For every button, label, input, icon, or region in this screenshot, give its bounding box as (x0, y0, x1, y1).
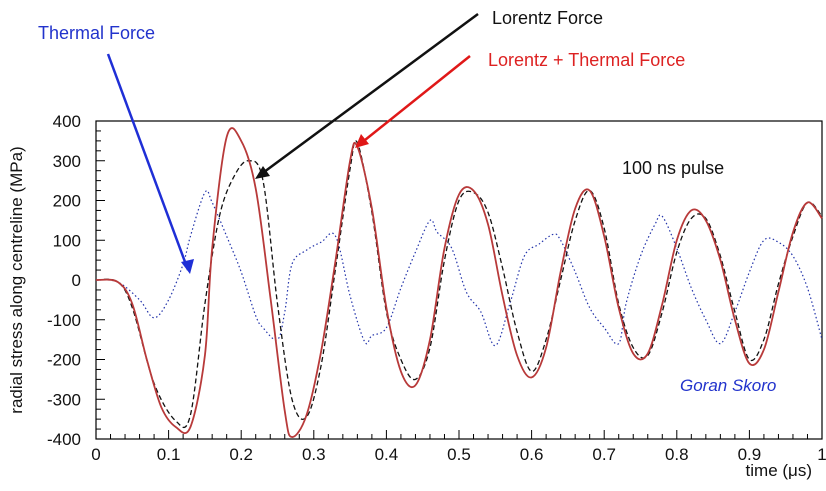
x-tick-label: 0.8 (665, 445, 689, 464)
y-tick-label: 400 (53, 112, 81, 131)
thermal-arrowhead (181, 259, 194, 274)
x-tick-label: 0.9 (738, 445, 762, 464)
annotation-combined: Lorentz + Thermal Force (488, 50, 685, 70)
x-tick-label: 0.2 (229, 445, 253, 464)
lorentz-arrow (259, 12, 479, 177)
x-tick-label: 0.6 (520, 445, 544, 464)
x-tick-label: 0.4 (375, 445, 399, 464)
combined-arrow (359, 55, 471, 145)
annotation-lorentz: Lorentz Force (492, 8, 603, 28)
arrows (106, 12, 479, 274)
x-tick-label: 0.5 (447, 445, 471, 464)
combined-arrowhead (355, 134, 369, 148)
x-tick-label: 0.1 (157, 445, 181, 464)
x-tick-label: 0.7 (592, 445, 616, 464)
x-tick-label: 1 (817, 445, 826, 464)
y-tick-label: 300 (53, 152, 81, 171)
y-tick-label: -400 (47, 430, 81, 449)
series-combined-line (95, 127, 823, 438)
series-layer (95, 127, 823, 438)
x-axis: 0 0.1 0.2 0.3 0.4 0.5 0.6 0.7 0.8 0.9 1 (91, 430, 826, 464)
thermal-arrow (106, 53, 190, 271)
y-axis: -400 -300 -200 -100 0 100 200 300 400 (47, 112, 105, 449)
series-thermal-line (95, 190, 823, 347)
series-lorentz-line (95, 140, 823, 429)
y-tick-label: 100 (53, 231, 81, 250)
credit-label: Goran Skoro (680, 376, 776, 395)
annotation-pulse: 100 ns pulse (622, 158, 724, 178)
lorentz-arrowhead (255, 166, 270, 179)
y-tick-label: 0 (72, 271, 81, 290)
x-axis-label: time (μs) (746, 461, 812, 480)
y-tick-label: -200 (47, 351, 81, 370)
annotation-thermal: Thermal Force (38, 23, 155, 43)
y-axis-label: radial stress along centreline (MPa) (7, 146, 26, 413)
x-tick-label: 0 (91, 445, 100, 464)
y-tick-label: 200 (53, 192, 81, 211)
y-tick-label: -300 (47, 390, 81, 409)
y-tick-label: -100 (47, 311, 81, 330)
x-tick-label: 0.3 (302, 445, 326, 464)
